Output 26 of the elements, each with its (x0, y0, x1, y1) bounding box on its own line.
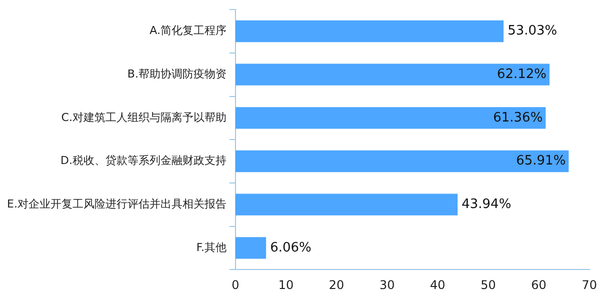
y-tick-label: B.帮助协调防疫物资 (127, 67, 226, 80)
x-tick-label: 0 (232, 278, 240, 292)
x-tick-label: 40 (430, 278, 446, 292)
data-label: 61.36% (493, 110, 543, 126)
y-tick-label: A.简化复工程序 (150, 24, 226, 38)
bar (235, 107, 546, 129)
data-label: 53.03% (508, 24, 558, 39)
bar (235, 150, 569, 172)
bar (235, 20, 504, 42)
x-tick-label: 70 (582, 278, 598, 292)
x-tick-label: 50 (480, 278, 496, 292)
x-tick-label: 60 (531, 278, 546, 292)
data-label: 62.12% (496, 66, 547, 82)
x-tick-label: 30 (379, 278, 395, 292)
y-tick-label: E.对企业开复工风险进行评估并出具相关报告 (6, 197, 226, 210)
data-label: 6.06% (270, 240, 312, 256)
y-tick-label: C.对建筑工人组织与隔离予以帮助 (61, 110, 226, 124)
y-tick-label: F.其他 (196, 240, 226, 254)
data-label: 65.91% (516, 154, 566, 169)
data-label: 43.94% (462, 196, 512, 212)
bar (235, 194, 458, 216)
bar (235, 237, 266, 259)
x-tick-label: 10 (278, 278, 294, 292)
y-tick-label: D.税收、贷款等系列金融财政支持 (60, 154, 226, 168)
x-tick-label: 20 (328, 278, 344, 292)
bar (235, 64, 550, 86)
